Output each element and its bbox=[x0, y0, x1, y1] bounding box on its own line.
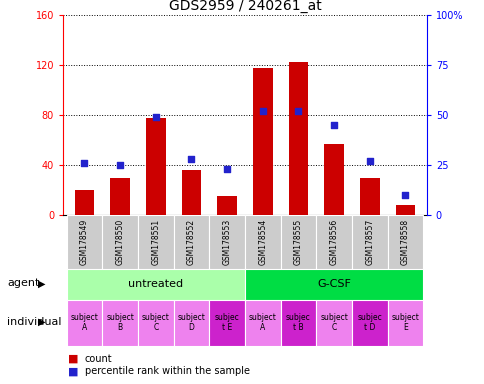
Bar bbox=[173, 300, 209, 346]
Text: subject
C: subject C bbox=[319, 313, 348, 332]
Point bbox=[258, 108, 266, 114]
Text: G-CSF: G-CSF bbox=[317, 279, 350, 289]
Text: GSM178558: GSM178558 bbox=[400, 219, 409, 265]
Text: agent: agent bbox=[7, 278, 40, 288]
Text: subject
B: subject B bbox=[106, 313, 134, 332]
Text: ■: ■ bbox=[68, 366, 78, 376]
Text: ▶: ▶ bbox=[37, 278, 45, 288]
Bar bbox=[66, 300, 102, 346]
Bar bbox=[244, 300, 280, 346]
Bar bbox=[351, 300, 387, 346]
Bar bbox=[102, 215, 137, 269]
Text: subjec
t B: subjec t B bbox=[286, 313, 310, 332]
Point bbox=[294, 108, 302, 114]
Point bbox=[187, 156, 195, 162]
Text: subject
A: subject A bbox=[248, 313, 276, 332]
Point bbox=[330, 122, 337, 128]
Bar bbox=[146, 118, 165, 215]
Text: subjec
t D: subjec t D bbox=[357, 313, 381, 332]
Text: GSM178549: GSM178549 bbox=[80, 219, 89, 265]
Bar bbox=[395, 205, 414, 215]
Text: GSM178556: GSM178556 bbox=[329, 219, 338, 265]
Point bbox=[223, 166, 230, 172]
Text: subjec
t E: subjec t E bbox=[214, 313, 239, 332]
Bar bbox=[288, 61, 308, 215]
Point bbox=[151, 114, 159, 120]
Bar bbox=[66, 269, 244, 300]
Bar bbox=[173, 215, 209, 269]
Text: GSM178553: GSM178553 bbox=[222, 219, 231, 265]
Text: subject
D: subject D bbox=[177, 313, 205, 332]
Bar bbox=[280, 215, 316, 269]
Bar bbox=[387, 300, 423, 346]
Bar bbox=[102, 300, 137, 346]
Bar bbox=[181, 170, 201, 215]
Bar bbox=[66, 215, 102, 269]
Bar bbox=[244, 269, 423, 300]
Text: individual: individual bbox=[7, 317, 61, 327]
Bar bbox=[110, 177, 130, 215]
Bar bbox=[244, 215, 280, 269]
Bar bbox=[253, 68, 272, 215]
Text: GSM178555: GSM178555 bbox=[293, 219, 302, 265]
Point bbox=[80, 160, 88, 166]
Bar bbox=[324, 144, 343, 215]
Text: subject
E: subject E bbox=[391, 313, 419, 332]
Text: GSM178554: GSM178554 bbox=[257, 219, 267, 265]
Text: GSM178552: GSM178552 bbox=[186, 219, 196, 265]
Bar bbox=[209, 300, 244, 346]
Title: GDS2959 / 240261_at: GDS2959 / 240261_at bbox=[168, 0, 320, 13]
Text: GSM178557: GSM178557 bbox=[364, 219, 374, 265]
Bar bbox=[280, 300, 316, 346]
Text: count: count bbox=[85, 354, 112, 364]
Point bbox=[365, 158, 373, 164]
Text: ▶: ▶ bbox=[37, 317, 45, 327]
Bar bbox=[137, 215, 173, 269]
Bar bbox=[209, 215, 244, 269]
Bar bbox=[75, 190, 94, 215]
Bar bbox=[217, 196, 236, 215]
Bar bbox=[137, 300, 173, 346]
Text: subject
C: subject C bbox=[141, 313, 169, 332]
Bar bbox=[316, 300, 351, 346]
Point bbox=[401, 192, 408, 198]
Text: GSM178550: GSM178550 bbox=[115, 219, 124, 265]
Text: GSM178551: GSM178551 bbox=[151, 219, 160, 265]
Point bbox=[116, 162, 124, 168]
Bar bbox=[316, 215, 351, 269]
Text: subject
A: subject A bbox=[70, 313, 98, 332]
Bar bbox=[387, 215, 423, 269]
Text: untreated: untreated bbox=[128, 279, 183, 289]
Text: percentile rank within the sample: percentile rank within the sample bbox=[85, 366, 249, 376]
Bar bbox=[359, 177, 379, 215]
Bar bbox=[351, 215, 387, 269]
Text: ■: ■ bbox=[68, 354, 78, 364]
